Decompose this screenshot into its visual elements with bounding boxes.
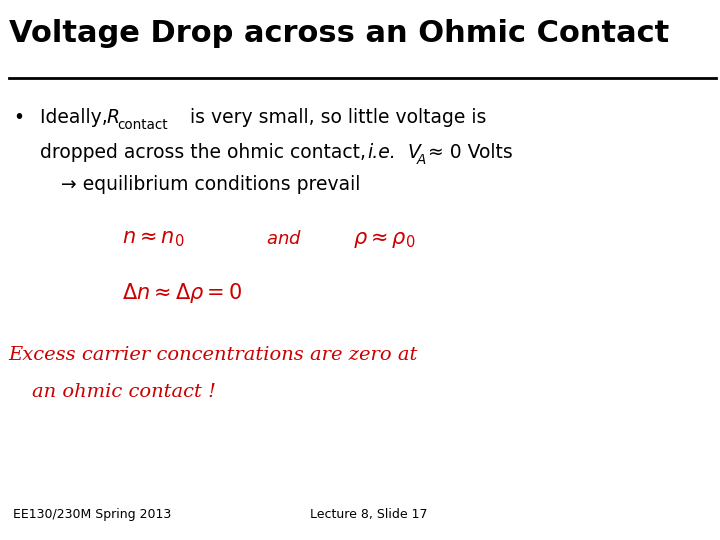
- Text: $\rho \approx \rho_0$: $\rho \approx \rho_0$: [353, 230, 415, 249]
- Text: is very small, so little voltage is: is very small, so little voltage is: [184, 108, 486, 127]
- Text: i.e.: i.e.: [367, 143, 396, 162]
- Text: Excess carrier concentrations are zero at: Excess carrier concentrations are zero a…: [9, 346, 418, 363]
- Text: an ohmic contact !: an ohmic contact !: [32, 383, 217, 401]
- Text: $n \approx n_0$: $n \approx n_0$: [122, 230, 185, 249]
- Text: Ideally,: Ideally,: [40, 108, 113, 127]
- Text: Lecture 8, Slide 17: Lecture 8, Slide 17: [310, 508, 427, 521]
- Text: ≈ 0 Volts: ≈ 0 Volts: [428, 143, 513, 162]
- Text: Voltage Drop across an Ohmic Contact: Voltage Drop across an Ohmic Contact: [9, 19, 669, 48]
- Text: R: R: [107, 108, 120, 127]
- Text: •: •: [13, 108, 24, 127]
- Text: A: A: [417, 153, 426, 167]
- Text: contact: contact: [117, 118, 168, 132]
- Text: dropped across the ohmic contact,: dropped across the ohmic contact,: [40, 143, 372, 162]
- Text: → equilibrium conditions prevail: → equilibrium conditions prevail: [61, 176, 361, 194]
- Text: $and$: $and$: [266, 230, 302, 247]
- Text: V: V: [402, 143, 421, 162]
- Text: $\Delta n \approx \Delta\rho = 0$: $\Delta n \approx \Delta\rho = 0$: [122, 281, 243, 305]
- Text: EE130/230M Spring 2013: EE130/230M Spring 2013: [13, 508, 171, 521]
